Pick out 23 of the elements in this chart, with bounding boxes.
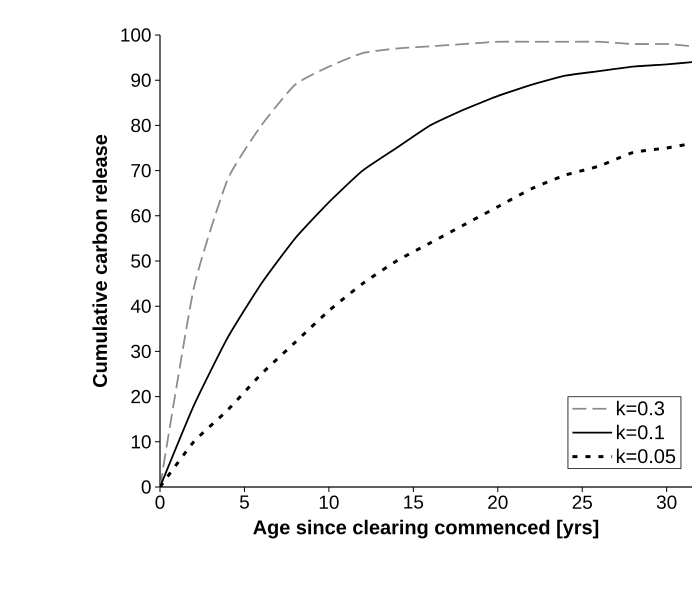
y-tick-label: 90 [131,73,151,87]
x-tick-label: 15 [404,496,424,509]
y-tick-label: 70 [131,164,151,178]
y-tick-label: 50 [131,254,151,268]
y-tick-label: 60 [131,209,151,222]
y-tick-label: 30 [131,344,151,358]
y-tick-label: 20 [131,390,151,404]
x-tick-label: 20 [488,496,508,509]
y-tick-label: 100 [121,28,151,42]
legend-label: k=0.1 [616,424,664,440]
legend-label: k=0.3 [616,400,664,416]
y-tick-label: 80 [131,118,151,132]
x-tick-label: 30 [656,496,676,509]
x-tick-label: 25 [572,496,592,509]
y-axis-title: Cumulative carbon release [92,134,108,387]
x-tick-label: 5 [240,496,249,509]
legend-label: k=0.05 [616,448,676,464]
y-tick-label: 0 [142,480,151,494]
y-tick-label: 10 [132,435,151,449]
y-tick-label: 40 [130,299,151,313]
x-tick-label: 10 [320,496,339,509]
x-tick-label: 0 [155,496,165,509]
x-axis-title: Age since clearing commenced [yrs] [253,520,598,538]
